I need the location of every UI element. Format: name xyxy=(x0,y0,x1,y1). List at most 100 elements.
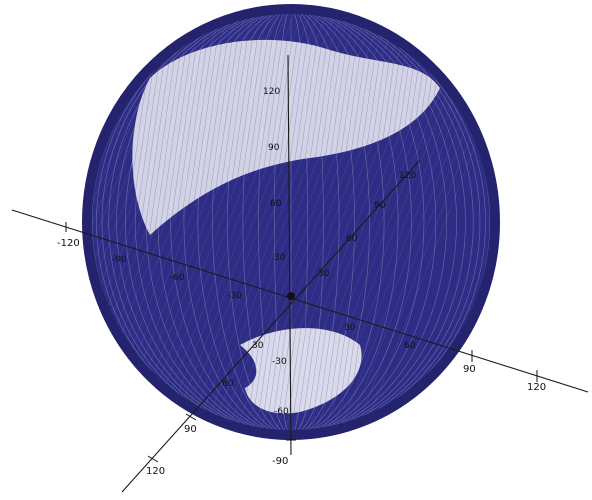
mesh-hatch xyxy=(0,0,68,460)
z-tick-label: 90 xyxy=(184,424,197,435)
lower-cutaway xyxy=(240,328,362,414)
mesh-meridian xyxy=(125,9,457,435)
z-tick-label: 30 xyxy=(318,269,330,279)
cutaway-line xyxy=(289,328,351,414)
cutaway-line xyxy=(339,328,362,414)
cutaway-line xyxy=(249,328,311,414)
cutaway-line xyxy=(314,328,362,414)
cutaway-line xyxy=(304,328,362,414)
mesh-hatch xyxy=(0,0,84,460)
x-tick: -120 xyxy=(57,222,80,249)
mesh-meridian xyxy=(96,9,486,435)
x-tick: 90 xyxy=(463,350,476,375)
mesh-hatch xyxy=(0,0,76,460)
cutaway-line xyxy=(309,328,362,414)
upper-cutaway xyxy=(132,39,440,235)
cutaway-line xyxy=(274,328,336,414)
mesh-meridian xyxy=(242,9,340,435)
y-tick-label: 120 xyxy=(263,87,280,97)
cutaway-line xyxy=(132,39,156,235)
mesh-meridian xyxy=(227,9,355,435)
y-tick-label: -30 xyxy=(272,357,287,367)
mesh-meridian xyxy=(274,9,308,435)
y-tick-label: 60 xyxy=(270,199,282,209)
x-axis-ticks: -120 -90 -60 -30 30 60 90 120 xyxy=(57,222,546,393)
mesh-hatch xyxy=(351,9,495,435)
x-tick-label: -90 xyxy=(112,255,127,265)
cutaway-line xyxy=(344,328,362,414)
mesh-hatch xyxy=(0,0,4,460)
mesh-meridian xyxy=(108,9,474,435)
mesh-meridian xyxy=(170,9,412,435)
cutaway-line xyxy=(319,328,362,414)
mesh-hatch xyxy=(0,0,36,460)
z-tick: 120 xyxy=(146,455,165,477)
x-tick-label: -60 xyxy=(170,273,185,283)
mesh-meridian xyxy=(183,9,399,435)
mesh-meridian xyxy=(212,9,370,435)
mesh-meridian xyxy=(135,9,447,435)
y-tick-label: 90 xyxy=(268,143,280,153)
x-tick-label: -120 xyxy=(57,238,80,249)
x-tick: 30 xyxy=(344,323,356,333)
cutaway-line xyxy=(132,39,181,235)
mesh-hatch xyxy=(0,0,52,460)
x-axis xyxy=(11,209,589,393)
mesh-meridian xyxy=(135,9,447,435)
y-tick-label: 30 xyxy=(274,253,286,263)
mesh-meridian xyxy=(125,9,457,435)
y-tick-label: -90 xyxy=(272,456,288,467)
x-tick-label: 60 xyxy=(404,341,416,351)
x-tick: -30 xyxy=(227,291,242,301)
z-tick-label: 120 xyxy=(146,466,165,477)
z-tick-label: 90 xyxy=(374,201,386,211)
cutaway-line xyxy=(132,39,161,235)
mesh-meridian xyxy=(101,9,481,435)
mesh-meridian xyxy=(212,9,370,435)
mesh-meridian xyxy=(91,9,491,435)
y-axis-ticks: 120 90 60 30 -30 -60 -90 xyxy=(263,87,296,467)
mesh-meridian xyxy=(197,9,385,435)
mesh-meridian xyxy=(290,9,292,435)
x-tick: -60 xyxy=(170,273,185,283)
mesh-meridian xyxy=(242,9,340,435)
y-tick: -90 xyxy=(272,439,296,467)
cutaway-line xyxy=(259,328,321,414)
z-axis xyxy=(121,159,421,493)
mesh-meridian xyxy=(116,9,466,435)
cutaway-line xyxy=(254,328,316,414)
mesh-meridian xyxy=(197,9,385,435)
mesh-meridian xyxy=(274,9,308,435)
z-tick: 90 xyxy=(184,413,197,435)
mesh-meridian xyxy=(170,9,412,435)
mesh-meridian xyxy=(258,9,324,435)
mesh-meridian xyxy=(91,9,491,435)
origin-point xyxy=(287,292,295,300)
sphere-surface xyxy=(0,0,500,460)
x-tick-label: 120 xyxy=(527,382,546,393)
y-tick-label: -60 xyxy=(274,407,289,417)
mesh-meridian xyxy=(108,9,474,435)
cutaway-line xyxy=(264,328,326,414)
cutaway-line xyxy=(269,328,331,414)
mesh-hatch xyxy=(0,0,60,460)
x-tick-label: -30 xyxy=(227,291,242,301)
x-tick: -90 xyxy=(112,255,127,265)
y-axis xyxy=(287,54,292,456)
mesh-hatch xyxy=(0,0,44,460)
mesh-meridian xyxy=(96,9,486,435)
cutaway-line xyxy=(284,328,346,414)
x-tick-label: 90 xyxy=(463,364,476,375)
cutaway-line xyxy=(329,328,362,414)
mesh-meridian xyxy=(101,9,481,435)
x-tick: 60 xyxy=(404,341,416,351)
z-tick-label: 60 xyxy=(346,234,358,244)
mesh-meridian xyxy=(116,9,466,435)
z-tick-label: 30 xyxy=(252,341,264,351)
z-tick-label: 60 xyxy=(222,379,234,389)
cutaway-line xyxy=(324,328,362,414)
mesh-hatch xyxy=(0,0,12,460)
z-tick-label: 120 xyxy=(399,171,416,181)
mesh-meridian xyxy=(258,9,324,435)
